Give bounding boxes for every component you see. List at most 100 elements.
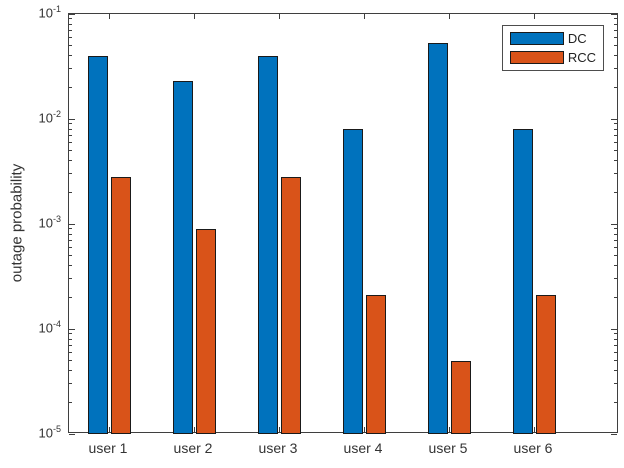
y-minor-tick bbox=[614, 141, 617, 143]
y-minor-tick bbox=[614, 344, 617, 346]
y-minor-tick bbox=[69, 351, 72, 353]
bar-dc-user-1 bbox=[88, 55, 108, 434]
legend: DC RCC bbox=[501, 25, 604, 71]
y-minor-tick bbox=[69, 160, 72, 162]
y-minor-tick bbox=[614, 36, 617, 38]
x-bottom-tick bbox=[533, 427, 535, 432]
y-tick-label: 10-5 bbox=[38, 424, 61, 441]
y-major-tick bbox=[69, 328, 75, 330]
y-minor-tick bbox=[614, 278, 617, 280]
y-minor-tick bbox=[614, 68, 617, 70]
y-minor-tick bbox=[614, 296, 617, 298]
y-major-tick bbox=[611, 223, 617, 225]
y-minor-tick bbox=[69, 246, 72, 248]
x-tick-label-user-3: user 3 bbox=[258, 440, 298, 456]
legend-item-dc: DC bbox=[509, 31, 596, 46]
bar-dc-user-6 bbox=[513, 129, 533, 434]
y-major-tick bbox=[611, 328, 617, 330]
x-tick-label-user-2: user 2 bbox=[173, 440, 213, 456]
bar-rcc-user-1 bbox=[111, 177, 131, 434]
y-minor-tick bbox=[69, 401, 72, 403]
y-minor-tick bbox=[614, 239, 617, 241]
y-minor-tick bbox=[614, 265, 617, 267]
y-minor-tick bbox=[69, 45, 72, 47]
y-minor-tick bbox=[69, 36, 72, 38]
bar-rcc-user-3 bbox=[281, 177, 301, 434]
bar-dc-user-3 bbox=[258, 55, 278, 434]
y-minor-tick bbox=[614, 45, 617, 47]
y-major-tick bbox=[69, 13, 75, 15]
y-minor-tick bbox=[69, 239, 72, 241]
y-minor-tick bbox=[614, 29, 617, 31]
x-bottom-tick bbox=[278, 427, 280, 432]
y-minor-tick bbox=[614, 360, 617, 362]
y-minor-tick bbox=[614, 55, 617, 57]
y-minor-tick bbox=[614, 370, 617, 372]
y-major-tick bbox=[69, 433, 75, 435]
x-bottom-tick bbox=[193, 427, 195, 432]
bar-rcc-user-6 bbox=[536, 295, 556, 434]
y-axis-label: outage probability bbox=[8, 163, 26, 283]
y-minor-tick bbox=[69, 141, 72, 143]
y-minor-tick bbox=[69, 191, 72, 193]
y-major-tick bbox=[611, 118, 617, 120]
y-minor-tick bbox=[69, 344, 72, 346]
y-minor-tick bbox=[69, 150, 72, 152]
y-minor-tick bbox=[614, 18, 617, 20]
y-tick-label: 10-2 bbox=[38, 109, 61, 126]
y-minor-tick bbox=[614, 228, 617, 230]
bar-dc-user-4 bbox=[343, 129, 363, 434]
y-minor-tick bbox=[614, 150, 617, 152]
y-minor-tick bbox=[69, 128, 72, 130]
y-minor-tick bbox=[69, 333, 72, 335]
y-minor-tick bbox=[69, 360, 72, 362]
y-minor-tick bbox=[614, 160, 617, 162]
legend-item-rcc: RCC bbox=[509, 50, 596, 65]
y-minor-tick bbox=[69, 134, 72, 136]
x-top-tick bbox=[448, 14, 450, 19]
x-tick-label-user-5: user 5 bbox=[428, 440, 468, 456]
y-minor-tick bbox=[614, 233, 617, 235]
y-minor-tick bbox=[614, 134, 617, 136]
y-minor-tick bbox=[69, 255, 72, 257]
bar-rcc-user-5 bbox=[451, 360, 471, 434]
x-top-tick bbox=[533, 14, 535, 19]
y-minor-tick bbox=[69, 228, 72, 230]
y-minor-tick bbox=[69, 123, 72, 125]
y-major-tick bbox=[69, 223, 75, 225]
x-bottom-tick bbox=[363, 427, 365, 432]
y-minor-tick bbox=[69, 338, 72, 340]
bar-dc-user-2 bbox=[173, 81, 193, 434]
y-minor-tick bbox=[614, 338, 617, 340]
y-minor-tick bbox=[614, 128, 617, 130]
x-tick-label-user-6: user 6 bbox=[513, 440, 553, 456]
x-top-tick bbox=[363, 14, 365, 19]
y-tick-label: 10-1 bbox=[38, 4, 61, 21]
legend-swatch-rcc bbox=[509, 51, 564, 64]
y-tick-label: 10-4 bbox=[38, 319, 61, 336]
y-minor-tick bbox=[69, 265, 72, 267]
y-minor-tick bbox=[69, 23, 72, 25]
bar-rcc-user-4 bbox=[366, 295, 386, 434]
y-minor-tick bbox=[614, 383, 617, 385]
y-minor-tick bbox=[69, 173, 72, 175]
x-bottom-tick bbox=[448, 427, 450, 432]
y-minor-tick bbox=[69, 86, 72, 88]
y-minor-tick bbox=[69, 296, 72, 298]
legend-swatch-dc bbox=[509, 32, 564, 45]
y-tick-label: 10-3 bbox=[38, 214, 61, 231]
y-minor-tick bbox=[614, 401, 617, 403]
x-top-tick bbox=[193, 14, 195, 19]
y-minor-tick bbox=[614, 246, 617, 248]
y-minor-tick bbox=[69, 383, 72, 385]
y-minor-tick bbox=[614, 255, 617, 257]
x-top-tick bbox=[278, 14, 280, 19]
y-minor-tick bbox=[69, 18, 72, 20]
y-minor-tick bbox=[614, 86, 617, 88]
y-major-tick bbox=[611, 13, 617, 15]
y-minor-tick bbox=[614, 333, 617, 335]
bar-dc-user-5 bbox=[428, 42, 448, 434]
x-top-tick bbox=[108, 14, 110, 19]
y-minor-tick bbox=[614, 23, 617, 25]
